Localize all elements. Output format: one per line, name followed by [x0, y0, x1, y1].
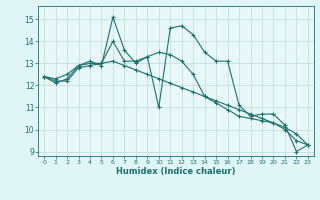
- X-axis label: Humidex (Indice chaleur): Humidex (Indice chaleur): [116, 167, 236, 176]
